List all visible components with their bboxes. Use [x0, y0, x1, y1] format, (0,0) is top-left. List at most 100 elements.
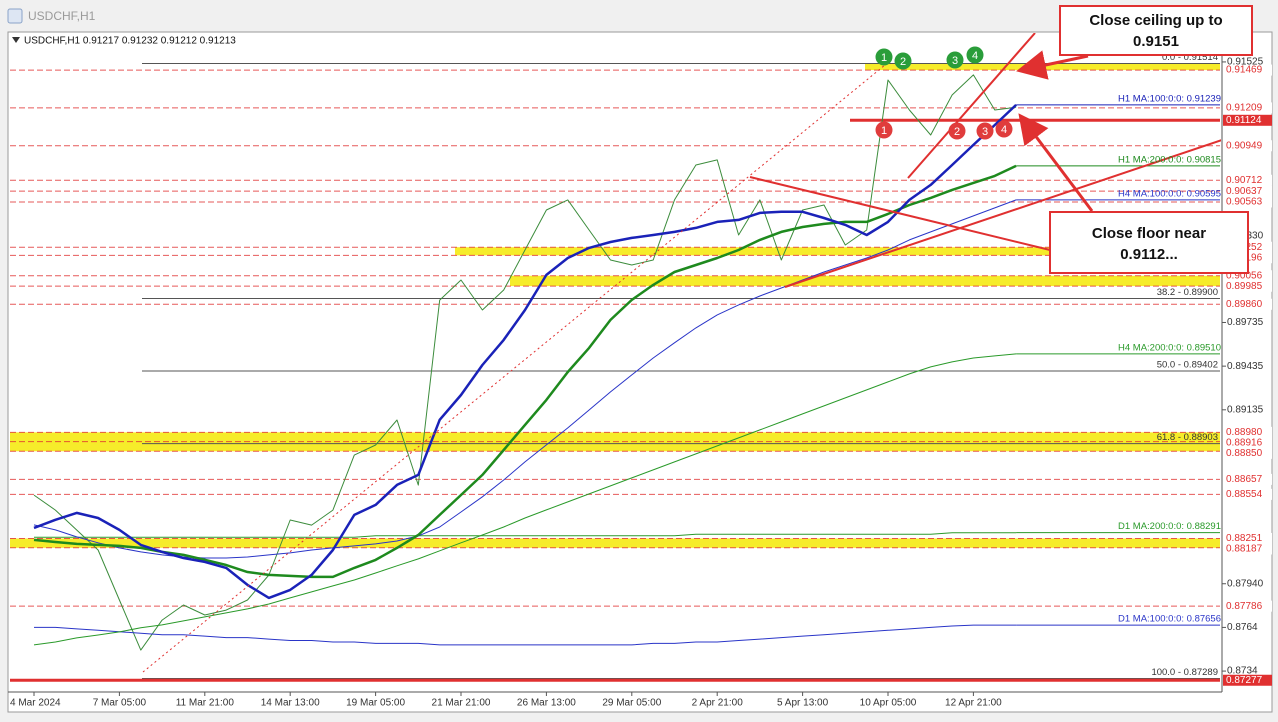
x-tick-label: 5 Apr 13:00 [777, 698, 829, 709]
swing-marker [995, 120, 1013, 138]
x-tick-label: 26 Mar 13:00 [517, 698, 576, 709]
level-label-bg [1223, 196, 1272, 208]
y-tick-label: 0.8734 [1227, 666, 1258, 677]
annotations: 1 2 3 4 1 2 3 4 Close ceiling up to 0.9151 Close f… [875, 5, 1253, 274]
fib-label: 38.2 - 0.89900 [1157, 287, 1218, 298]
x-tick-label: 7 Mar 05:00 [93, 698, 147, 709]
window-icon [7, 8, 23, 24]
annotation-text: Close ceiling up to [1089, 12, 1222, 29]
x-tick-label: 21 Mar 21:00 [432, 698, 491, 709]
level-label: 0.88251 [1226, 533, 1263, 544]
trendlines [142, 33, 1221, 673]
y-tick-label: 0.8764 [1227, 622, 1258, 633]
ma-label: H4 MA:100:0:0: 0.90595 [1118, 188, 1221, 199]
fib-label: 50.0 - 0.89402 [1157, 359, 1218, 370]
level-label-bg [1223, 543, 1272, 555]
level-label-bg [1223, 298, 1272, 310]
price-line [33, 103, 1017, 600]
level-label-bg [1223, 114, 1272, 126]
x-tick-label: 2 Apr 21:00 [692, 698, 744, 709]
swing-marker [894, 52, 912, 70]
support-zone [455, 247, 1220, 256]
level-label-bg [1223, 280, 1272, 292]
axes: USDCHF,H1 0.91217 0.91232 0.91212 0.9121… [10, 36, 1272, 709]
swing-marker [875, 121, 893, 139]
level-label-bg [1223, 102, 1272, 114]
x-tick-label: 11 Mar 21:00 [176, 698, 235, 709]
level-label: 0.88657 [1226, 474, 1263, 485]
level-label-bg [1223, 64, 1272, 76]
level-label: 0.88187 [1226, 544, 1263, 555]
level-label-bg [1223, 185, 1272, 197]
y-tick-label: 0.89735 [1227, 317, 1264, 328]
window-title: USDCHF,H1 [28, 9, 96, 23]
annotation-box [1059, 5, 1253, 56]
level-label-bg [1223, 473, 1272, 485]
y-tick-label: 0.89135 [1227, 404, 1264, 415]
ma-label: H1 MA:200:0:0: 0.90815 [1118, 154, 1221, 165]
ma-label: D1 MA:200:0:0: 0.88291 [1118, 521, 1221, 532]
level-label: 0.89860 [1226, 299, 1263, 310]
level-label: 0.88850 [1226, 448, 1263, 459]
level-label: 0.90056 [1226, 270, 1263, 281]
swing-marker-label: 4 [1001, 124, 1007, 136]
level-label: 0.88980 [1226, 427, 1263, 438]
y-tick-label: 0.87940 [1227, 578, 1264, 589]
chart-frame [7, 31, 1273, 713]
level-label: 0.90637 [1226, 186, 1263, 197]
ma-label: H4 MA:200:0:0: 0.89510 [1118, 342, 1221, 353]
swing-marker [875, 48, 893, 66]
annotation-box [1049, 211, 1249, 274]
level-label-bg [1223, 437, 1272, 449]
swing-marker-label: 3 [952, 55, 958, 67]
price-line [33, 164, 1017, 579]
series [33, 74, 1220, 651]
fib-label: 61.8 - 0.88903 [1157, 432, 1218, 443]
swing-marker-label: 1 [881, 52, 887, 64]
x-tick-label: 29 Mar 05:00 [602, 698, 661, 709]
level-label: 0.90712 [1226, 175, 1263, 186]
level-label-bg [1223, 140, 1272, 152]
support-zone [510, 275, 1220, 287]
swing-marker [948, 122, 966, 140]
swing-marker-label: 4 [972, 50, 978, 62]
annotation-arrow [1018, 113, 1094, 212]
price-line [34, 624, 1017, 646]
level-label-bg [1223, 174, 1272, 186]
level-label-bg [1223, 488, 1272, 500]
trendline [907, 33, 1036, 179]
price-line [33, 353, 1017, 646]
price-line [33, 74, 1017, 651]
level-label-bg [1223, 447, 1272, 459]
swing-marker-label: 3 [982, 126, 988, 138]
swing-marker-label: 2 [900, 56, 906, 68]
level-label-bg [1223, 600, 1272, 612]
level-label: 0.87277 [1226, 675, 1263, 686]
level-label: 0.91469 [1226, 65, 1263, 76]
annotation-text: 0.9151 [1133, 33, 1179, 50]
y-tick-label: 0.89435 [1227, 361, 1264, 372]
level-label-bg [1223, 532, 1272, 544]
annotation-arrow [1016, 50, 1089, 80]
swing-marker [966, 46, 984, 64]
level-label: 0.90949 [1226, 140, 1263, 151]
level-label: 0.90563 [1226, 197, 1263, 208]
chart-header: USDCHF,H1 0.91217 0.91232 0.91212 0.9121… [24, 36, 236, 47]
fib-label: 100.0 - 0.87289 [1151, 667, 1218, 678]
x-tick-label: 12 Apr 21:00 [945, 698, 1002, 709]
fib-label: 0.0 - 0.91514 [1162, 52, 1218, 63]
annotation-text: Close floor near [1092, 225, 1206, 242]
ma-label: D1 MA:100:0:0: 0.87656 [1118, 614, 1221, 625]
header-arrow [12, 37, 20, 43]
level-label: 0.91209 [1226, 103, 1263, 114]
level-label: 0.88916 [1226, 438, 1263, 449]
swing-marker-label: 2 [954, 126, 960, 138]
price-line [34, 532, 1017, 538]
x-tick-label: 4 Mar 2024 [10, 698, 61, 709]
level-label: 0.91124 [1226, 115, 1262, 126]
x-tick-label: 19 Mar 05:00 [346, 698, 405, 709]
level-label: 0.88554 [1226, 489, 1263, 500]
swing-marker-label: 1 [881, 125, 887, 137]
